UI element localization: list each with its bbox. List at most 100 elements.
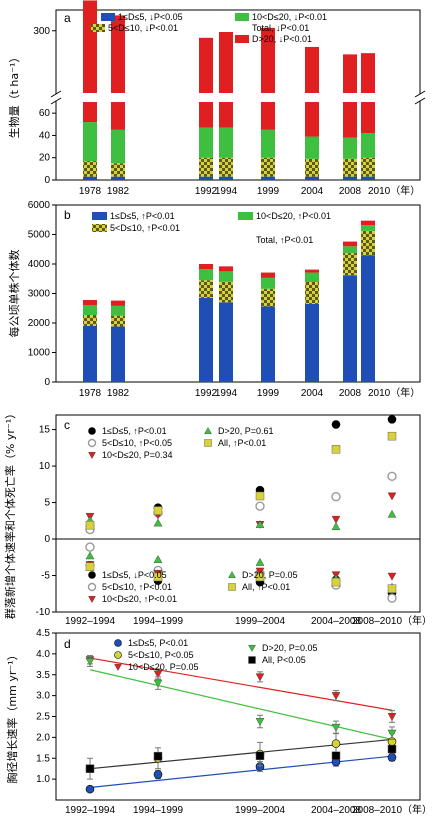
y-tick-label: 20: [39, 153, 51, 164]
bar: [83, 122, 97, 162]
legend-entry: 1≤D≤5, P<0.01: [128, 638, 188, 648]
legend-entry: 5<D≤10, ↓P<0.01: [108, 23, 178, 33]
legend-entry: 1≤D≤5, ↓P<0.05: [118, 12, 183, 22]
data-point: [255, 751, 265, 760]
data-point: [85, 657, 95, 666]
bar: [199, 102, 213, 128]
legend-entry: 1≤D≤5, ↓P<0.05: [102, 570, 167, 580]
bar: [305, 46, 319, 93]
data-point: [387, 584, 397, 593]
bar: [111, 326, 125, 382]
data-point: [153, 751, 163, 761]
bar: [199, 264, 213, 270]
x-tick-label: 1994: [215, 388, 238, 399]
x-tick-label: 2010（年）: [368, 184, 420, 197]
bar: [305, 102, 319, 137]
bar: [111, 129, 125, 164]
legend-entry: Total, ↓P<0.01: [252, 23, 309, 33]
x-tick-label: 1978: [79, 388, 102, 399]
bar: [111, 102, 125, 130]
bar: [199, 157, 213, 177]
data-point: [153, 679, 163, 688]
trend-line: [89, 755, 393, 789]
panel-label: b: [64, 208, 71, 222]
bar: [261, 306, 275, 382]
legend-marker: [114, 651, 122, 659]
panel-d-frame: [55, 632, 421, 801]
bar: [111, 176, 125, 180]
x-tick-label: 1999: [257, 388, 280, 399]
x-tick-label: 2004: [301, 186, 324, 197]
legend-entry: D>20, P=0.61: [218, 426, 274, 436]
legend-marker: [248, 645, 256, 652]
x-tick-label: 1992–1994: [65, 616, 115, 627]
bar: [83, 161, 97, 177]
data-point: [331, 522, 341, 531]
legend-swatch: [101, 13, 115, 21]
data-point: [85, 520, 95, 530]
bar: [199, 280, 213, 298]
panel-label: a: [64, 11, 71, 25]
legend-swatch: [92, 224, 107, 232]
data-point: [387, 593, 397, 603]
y-tick-label: 3000: [28, 289, 51, 300]
x-tick-label: 1978: [79, 186, 102, 197]
y-tick-label: 1.5: [36, 753, 50, 764]
bar: [343, 176, 357, 180]
axis-break-mark: [414, 90, 426, 98]
y-tick-label: 1000: [28, 348, 51, 359]
data-point: [255, 567, 265, 576]
bar: [305, 303, 319, 382]
bar: [343, 275, 357, 382]
bar: [343, 253, 357, 276]
legend-marker: [248, 656, 256, 664]
bar: [219, 266, 233, 272]
bar: [261, 277, 275, 289]
x-tick-label: 2008–2010（年）: [352, 803, 432, 816]
y-axis-label: 每公顷单株个体数: [7, 250, 21, 338]
legend-marker: [204, 427, 212, 434]
legend-marker: [87, 582, 97, 592]
x-tick-label: 1999: [257, 186, 280, 197]
data-point: [331, 577, 341, 587]
legend-entry: 5<D≤10, ↑P<0.01: [102, 582, 172, 592]
panel-label: d: [64, 637, 71, 651]
x-tick-label: 1994–1999: [133, 805, 183, 816]
bar: [83, 325, 97, 382]
legend-marker: [87, 438, 97, 448]
bar: [305, 281, 319, 304]
bar: [261, 272, 275, 278]
axis-break-gap: [53, 94, 423, 101]
legend-marker: [204, 439, 212, 447]
data-point: [387, 753, 397, 762]
y-tick-label: 5: [44, 498, 50, 509]
data-point: [331, 420, 341, 429]
data-point: [387, 471, 397, 481]
y-axis-label: 生物量（t ha⁻¹）: [7, 52, 21, 139]
legend-marker: [88, 427, 96, 435]
bar: [343, 246, 357, 254]
data-point: [153, 555, 163, 563]
bar: [361, 157, 375, 177]
bar: [219, 157, 233, 177]
legend-entry: All, ↑P<0.01: [242, 582, 290, 592]
legend-swatch: [91, 24, 105, 32]
legend-entry: 10<D≤20, P=0.05: [128, 662, 199, 672]
bar: [219, 176, 233, 180]
bar: [83, 315, 97, 326]
y-tick-label: 0: [44, 534, 50, 545]
data-point: [387, 509, 397, 518]
bar: [219, 281, 233, 303]
x-tick-label: 1982: [107, 388, 130, 399]
bar: [361, 133, 375, 158]
x-tick-label: 1999–2004: [235, 805, 285, 816]
data-point: [331, 492, 341, 502]
bar: [219, 102, 233, 128]
panel-c-frame: [55, 414, 421, 613]
legend-swatch: [238, 212, 253, 220]
y-tick-label: 4000: [28, 259, 51, 270]
bar: [219, 127, 233, 158]
data-point: [255, 673, 265, 682]
data-point: [255, 501, 265, 511]
bar: [111, 305, 125, 316]
